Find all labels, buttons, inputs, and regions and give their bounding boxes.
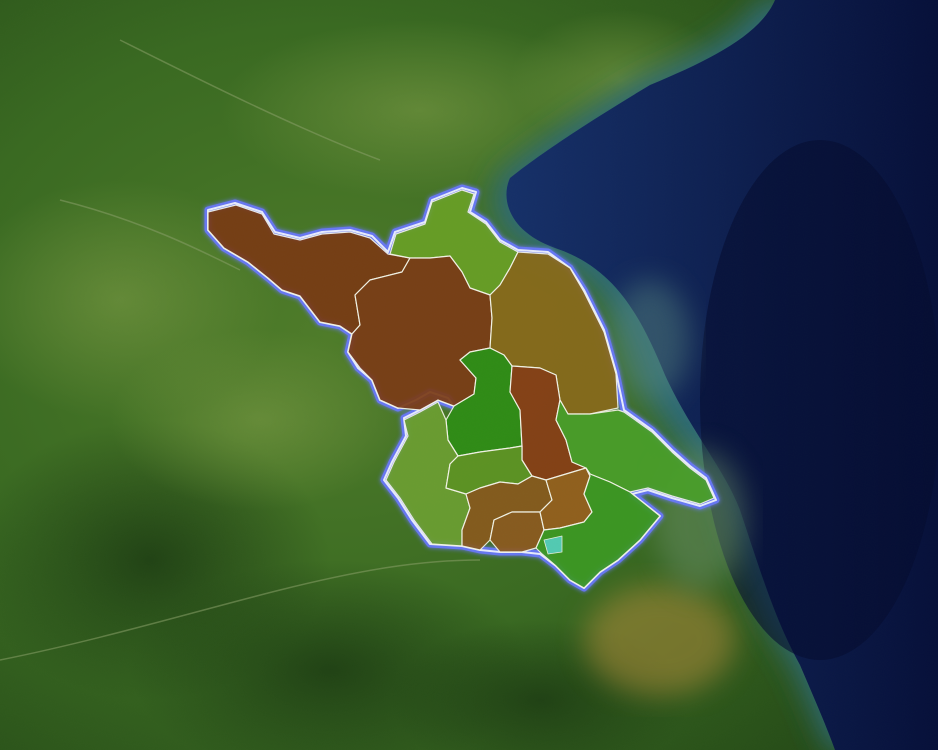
map-view[interactable] — [0, 0, 938, 750]
satellite-map[interactable] — [0, 0, 938, 750]
imagery-texture — [0, 0, 938, 750]
